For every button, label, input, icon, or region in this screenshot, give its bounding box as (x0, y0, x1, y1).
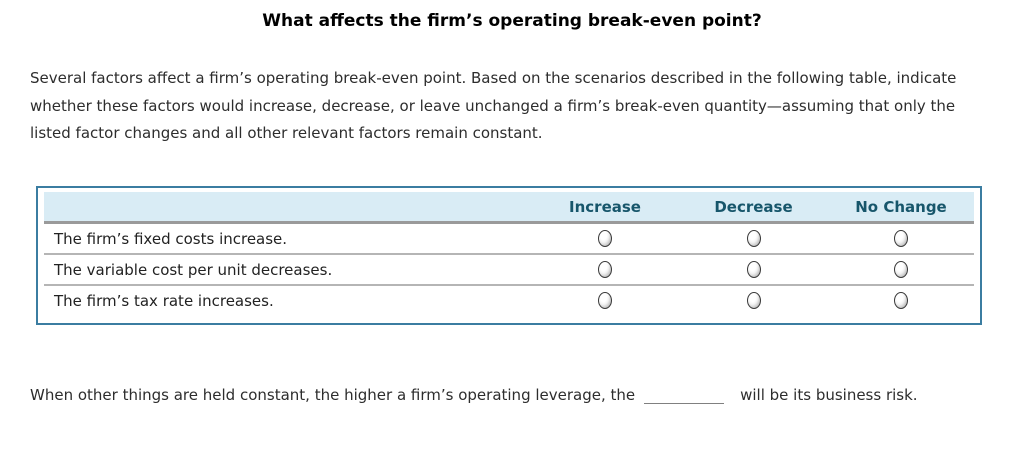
radio-cell (679, 230, 828, 247)
answer-blank-dropdown[interactable] (644, 388, 725, 404)
radio-increase-row-2[interactable] (598, 261, 612, 278)
radio-no-change-row-1[interactable] (894, 230, 908, 247)
radio-increase-row-3[interactable] (598, 292, 612, 309)
radio-cell (679, 261, 828, 278)
row-label: The firm’s tax rate increases. (54, 291, 274, 310)
radio-cell (531, 230, 679, 247)
row-separator (44, 284, 974, 286)
table-header-row: Increase Decrease No Change (44, 192, 974, 221)
radio-cell (828, 261, 974, 278)
column-header-no-change: No Change (855, 197, 947, 216)
table-row: The variable cost per unit decreases. (44, 255, 974, 284)
table-row: The firm’s tax rate increases. (44, 286, 974, 315)
radio-no-change-row-2[interactable] (894, 261, 908, 278)
column-header-decrease: Decrease (714, 197, 793, 216)
intro-paragraph: Several factors affect a firm’s operatin… (30, 69, 957, 142)
radio-cell (828, 292, 974, 309)
radio-decrease-row-3[interactable] (746, 292, 761, 309)
row-label: The variable cost per unit decreases. (54, 260, 333, 279)
footer-text-after: will be its business risk. (740, 386, 918, 404)
scenario-table: Increase Decrease No Change The firm’s f… (36, 186, 982, 325)
radio-cell (531, 261, 679, 278)
radio-no-change-row-3[interactable] (894, 292, 908, 309)
footer-sentence: When other things are held constant, the… (30, 386, 1010, 404)
footer-text-before: When other things are held constant, the… (30, 386, 636, 404)
radio-increase-row-1[interactable] (598, 230, 612, 247)
radio-cell (828, 230, 974, 247)
radio-cell (531, 292, 679, 309)
page-title: What affects the firm’s operating break-… (262, 11, 762, 31)
table-row: The firm’s fixed costs increase. (44, 224, 974, 253)
header-separator (44, 221, 974, 224)
radio-decrease-row-1[interactable] (746, 230, 761, 247)
radio-decrease-row-2[interactable] (746, 261, 761, 278)
row-label: The firm’s fixed costs increase. (54, 229, 288, 248)
radio-cell (679, 292, 828, 309)
row-separator (44, 253, 974, 255)
column-header-increase: Increase (569, 197, 641, 216)
